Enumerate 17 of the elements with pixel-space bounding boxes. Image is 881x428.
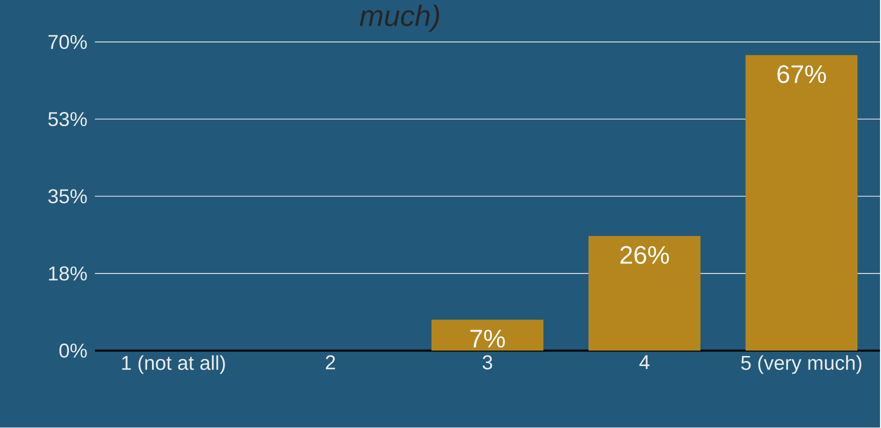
chart-title: much) xyxy=(360,4,440,32)
x-tick-label: 1 (not at all) xyxy=(122,356,225,374)
data-label: 26% xyxy=(620,246,669,264)
x-tick-label: 5 (very much) xyxy=(741,356,862,374)
data-label: 67% xyxy=(777,65,826,84)
bar xyxy=(431,320,544,351)
bar xyxy=(746,55,858,351)
y-tick-label: 0% xyxy=(59,344,87,358)
y-tick-label: 70% xyxy=(48,35,87,50)
x-tick-label: 4 xyxy=(639,356,650,370)
x-tick-label: 2 xyxy=(326,356,335,370)
y-tick-label: 35% xyxy=(48,189,87,204)
bar xyxy=(588,236,700,351)
data-label: 7% xyxy=(470,330,505,348)
x-tick-label: 3 xyxy=(482,356,492,370)
y-tick-label: 18% xyxy=(49,266,87,281)
y-tick-label: 53% xyxy=(48,112,87,126)
